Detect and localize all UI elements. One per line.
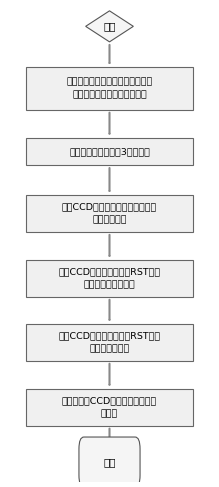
FancyBboxPatch shape bbox=[26, 260, 193, 297]
FancyBboxPatch shape bbox=[26, 137, 193, 165]
Text: 分析CCD模拟信号波形及RST信号
随相机工作状态变化: 分析CCD模拟信号波形及RST信号 随相机工作状态变化 bbox=[58, 267, 161, 289]
FancyBboxPatch shape bbox=[26, 195, 193, 232]
Text: 给出准确的CCD信号采样位置并进
行验证: 给出准确的CCD信号采样位置并进 行验证 bbox=[62, 396, 157, 418]
Text: 选取参考采样位置，并依次改变采
样位置得到所有采样位置图像: 选取参考采样位置，并依次改变采 样位置得到所有采样位置图像 bbox=[66, 77, 153, 99]
FancyBboxPatch shape bbox=[79, 437, 140, 487]
FancyBboxPatch shape bbox=[26, 67, 193, 110]
FancyBboxPatch shape bbox=[26, 389, 193, 426]
Polygon shape bbox=[86, 11, 133, 42]
FancyBboxPatch shape bbox=[26, 324, 193, 361]
Text: 结束: 结束 bbox=[103, 457, 116, 467]
Text: 给出CCD模拟信号在一个像元周期
内的完整波形: 给出CCD模拟信号在一个像元周期 内的完整波形 bbox=[62, 203, 157, 224]
Text: 开始: 开始 bbox=[103, 21, 116, 31]
Text: 分析CCD模拟信号波形及RST信号
随输入光强变化: 分析CCD模拟信号波形及RST信号 随输入光强变化 bbox=[58, 332, 161, 353]
Text: 统计图像，计算图像3个特征值: 统计图像，计算图像3个特征值 bbox=[69, 147, 150, 156]
